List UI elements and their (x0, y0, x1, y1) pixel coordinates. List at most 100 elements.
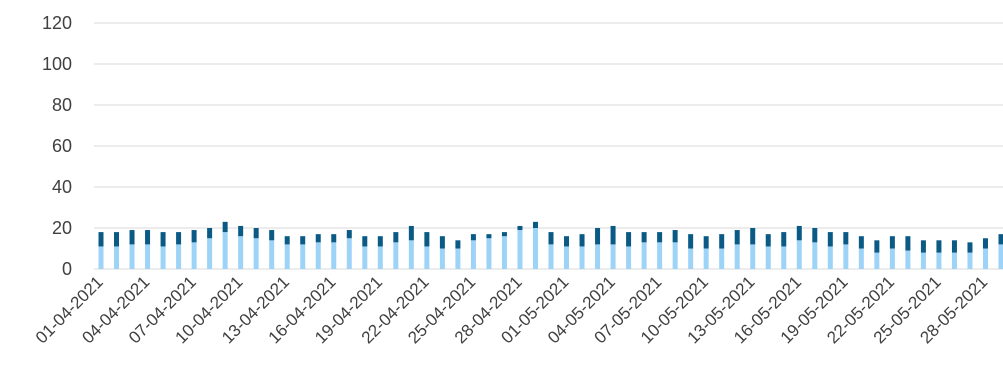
bar-segment-lower (936, 252, 942, 269)
bar-segment-lower (703, 248, 709, 269)
bar-segment-upper (532, 221, 538, 228)
bar-segment-upper (936, 240, 942, 253)
bar-segment-upper (719, 234, 725, 249)
y-tick-label: 40 (52, 177, 72, 197)
bar-segment-upper (812, 228, 818, 243)
bar-segment-upper (579, 234, 585, 247)
bar-segment-lower (564, 246, 570, 269)
bar-segment-lower (905, 250, 911, 269)
bar-segment-upper (781, 232, 787, 247)
bar-segment-lower (982, 248, 988, 269)
bar-segment-upper (889, 236, 895, 249)
bar-segment-lower (532, 228, 538, 269)
bar-segment-lower (300, 244, 306, 269)
bar-segment-upper (982, 238, 988, 249)
bar-segment-lower (145, 244, 151, 269)
bar-segment-upper (548, 232, 554, 245)
bar-segment-upper (129, 230, 135, 245)
bar-segment-upper (610, 225, 616, 245)
bar-segment-lower (750, 244, 756, 269)
bar-segment-lower (920, 252, 926, 269)
bar-segment-upper (827, 232, 833, 247)
bar-segment-lower (781, 246, 787, 269)
bar-segment-upper (595, 228, 601, 245)
bar-segment-upper (424, 232, 430, 247)
bar-segment-lower (967, 252, 973, 269)
bar-segment-upper (688, 234, 694, 249)
bar-segment-lower (998, 244, 1003, 269)
y-axis-tick-labels: 0 20 40 60 80 100 120 (42, 13, 72, 279)
bar-segment-lower (579, 246, 585, 269)
bar-segment-lower (951, 252, 957, 269)
bar-segment-upper (967, 242, 973, 253)
bar-segment-upper (191, 230, 197, 243)
bar-segment-upper (315, 234, 321, 243)
bar-segment-upper (145, 230, 151, 245)
bar-segment-upper (517, 225, 523, 231)
bar-segment-upper (641, 232, 647, 243)
bar-segment-upper (765, 234, 771, 247)
bar-segment-upper (300, 236, 306, 245)
bar-segment-upper (222, 221, 228, 233)
bar-segment-lower (827, 246, 833, 269)
bar-segment-lower (160, 246, 166, 269)
bar-segment-lower (688, 248, 694, 269)
bar-segment-lower (98, 246, 104, 269)
bar-segment-lower (765, 246, 771, 269)
bar-segment-upper (486, 234, 492, 239)
bar-segment-lower (548, 244, 554, 269)
bar-segment-upper (160, 232, 166, 247)
bar-segment-upper (253, 228, 259, 239)
bar-segment-lower (455, 248, 461, 269)
bar-segment-lower (595, 244, 601, 269)
bars (98, 221, 1003, 269)
bar-segment-lower (331, 242, 337, 269)
y-tick-label: 120 (42, 13, 72, 33)
y-tick-label: 100 (42, 54, 72, 74)
y-tick-label: 60 (52, 136, 72, 156)
bar-segment-lower (641, 242, 647, 269)
bar-segment-upper (858, 236, 864, 249)
bar-segment-upper (269, 230, 275, 241)
bar-segment-upper (501, 232, 507, 237)
bar-segment-upper (905, 236, 911, 251)
bar-segment-lower (470, 240, 476, 269)
bar-segment-upper (750, 228, 756, 245)
bar-segment-upper (455, 240, 461, 249)
bar-segment-lower (501, 236, 507, 269)
bar-segment-upper (114, 232, 120, 247)
bar-segment-upper (284, 236, 290, 245)
bar-segment-lower (362, 246, 368, 269)
bar-segment-upper (238, 225, 244, 237)
bar-segment-lower (253, 238, 259, 269)
bar-segment-lower (377, 246, 383, 269)
bar-segment-upper (470, 234, 476, 241)
bar-segment-lower (486, 238, 492, 269)
y-tick-label: 0 (62, 259, 72, 279)
bar-segment-lower (439, 248, 445, 269)
bar-segment-lower (889, 248, 895, 269)
bar-segment-lower (610, 244, 616, 269)
bar-segment-upper (439, 236, 445, 249)
bar-segment-upper (672, 230, 678, 243)
bar-segment-lower (129, 244, 135, 269)
x-axis-tick-labels: 01-04-202104-04-202107-04-202110-04-2021… (32, 272, 991, 347)
bar-segment-upper (98, 232, 104, 247)
bar-segment-lower (315, 242, 321, 269)
bar-segment-lower (843, 244, 849, 269)
bar-segment-upper (362, 236, 368, 247)
bar-segment-upper (657, 232, 663, 243)
bar-segment-lower (393, 242, 399, 269)
bar-segment-lower (114, 246, 120, 269)
bar-segment-lower (207, 238, 213, 269)
bar-segment-upper (874, 240, 880, 253)
bar-segment-lower (408, 240, 414, 269)
bar-segment-lower (734, 244, 740, 269)
bar-segment-lower (874, 252, 880, 269)
bar-segment-upper (207, 228, 213, 239)
bar-segment-upper (734, 230, 740, 245)
bar-segment-lower (672, 242, 678, 269)
bar-segment-lower (657, 242, 663, 269)
bar-segment-upper (346, 230, 352, 239)
